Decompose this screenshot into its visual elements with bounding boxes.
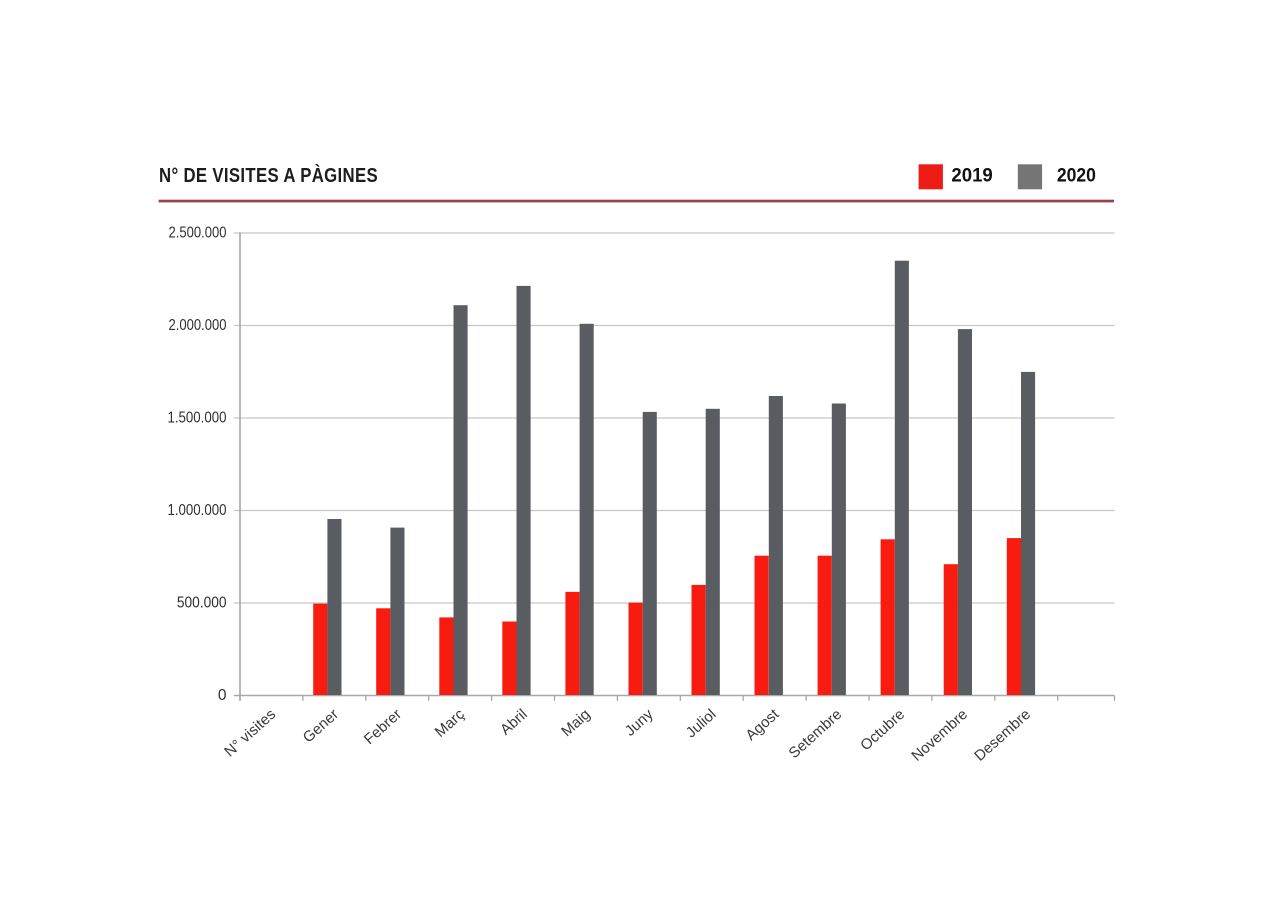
svg-text:N° DE VISITES A PÀGINES: N° DE VISITES A PÀGINES <box>159 164 378 187</box>
svg-text:2.500.000: 2.500.000 <box>169 225 227 242</box>
svg-text:0: 0 <box>218 687 227 704</box>
svg-text:500.000: 500.000 <box>177 595 227 612</box>
svg-text:2020: 2020 <box>1057 165 1096 187</box>
svg-text:1.000.000: 1.000.000 <box>168 502 227 519</box>
svg-text:1.500.000: 1.500.000 <box>168 410 227 427</box>
svg-text:2.000.000: 2.000.000 <box>169 317 227 334</box>
svg-text:2019: 2019 <box>951 165 993 187</box>
